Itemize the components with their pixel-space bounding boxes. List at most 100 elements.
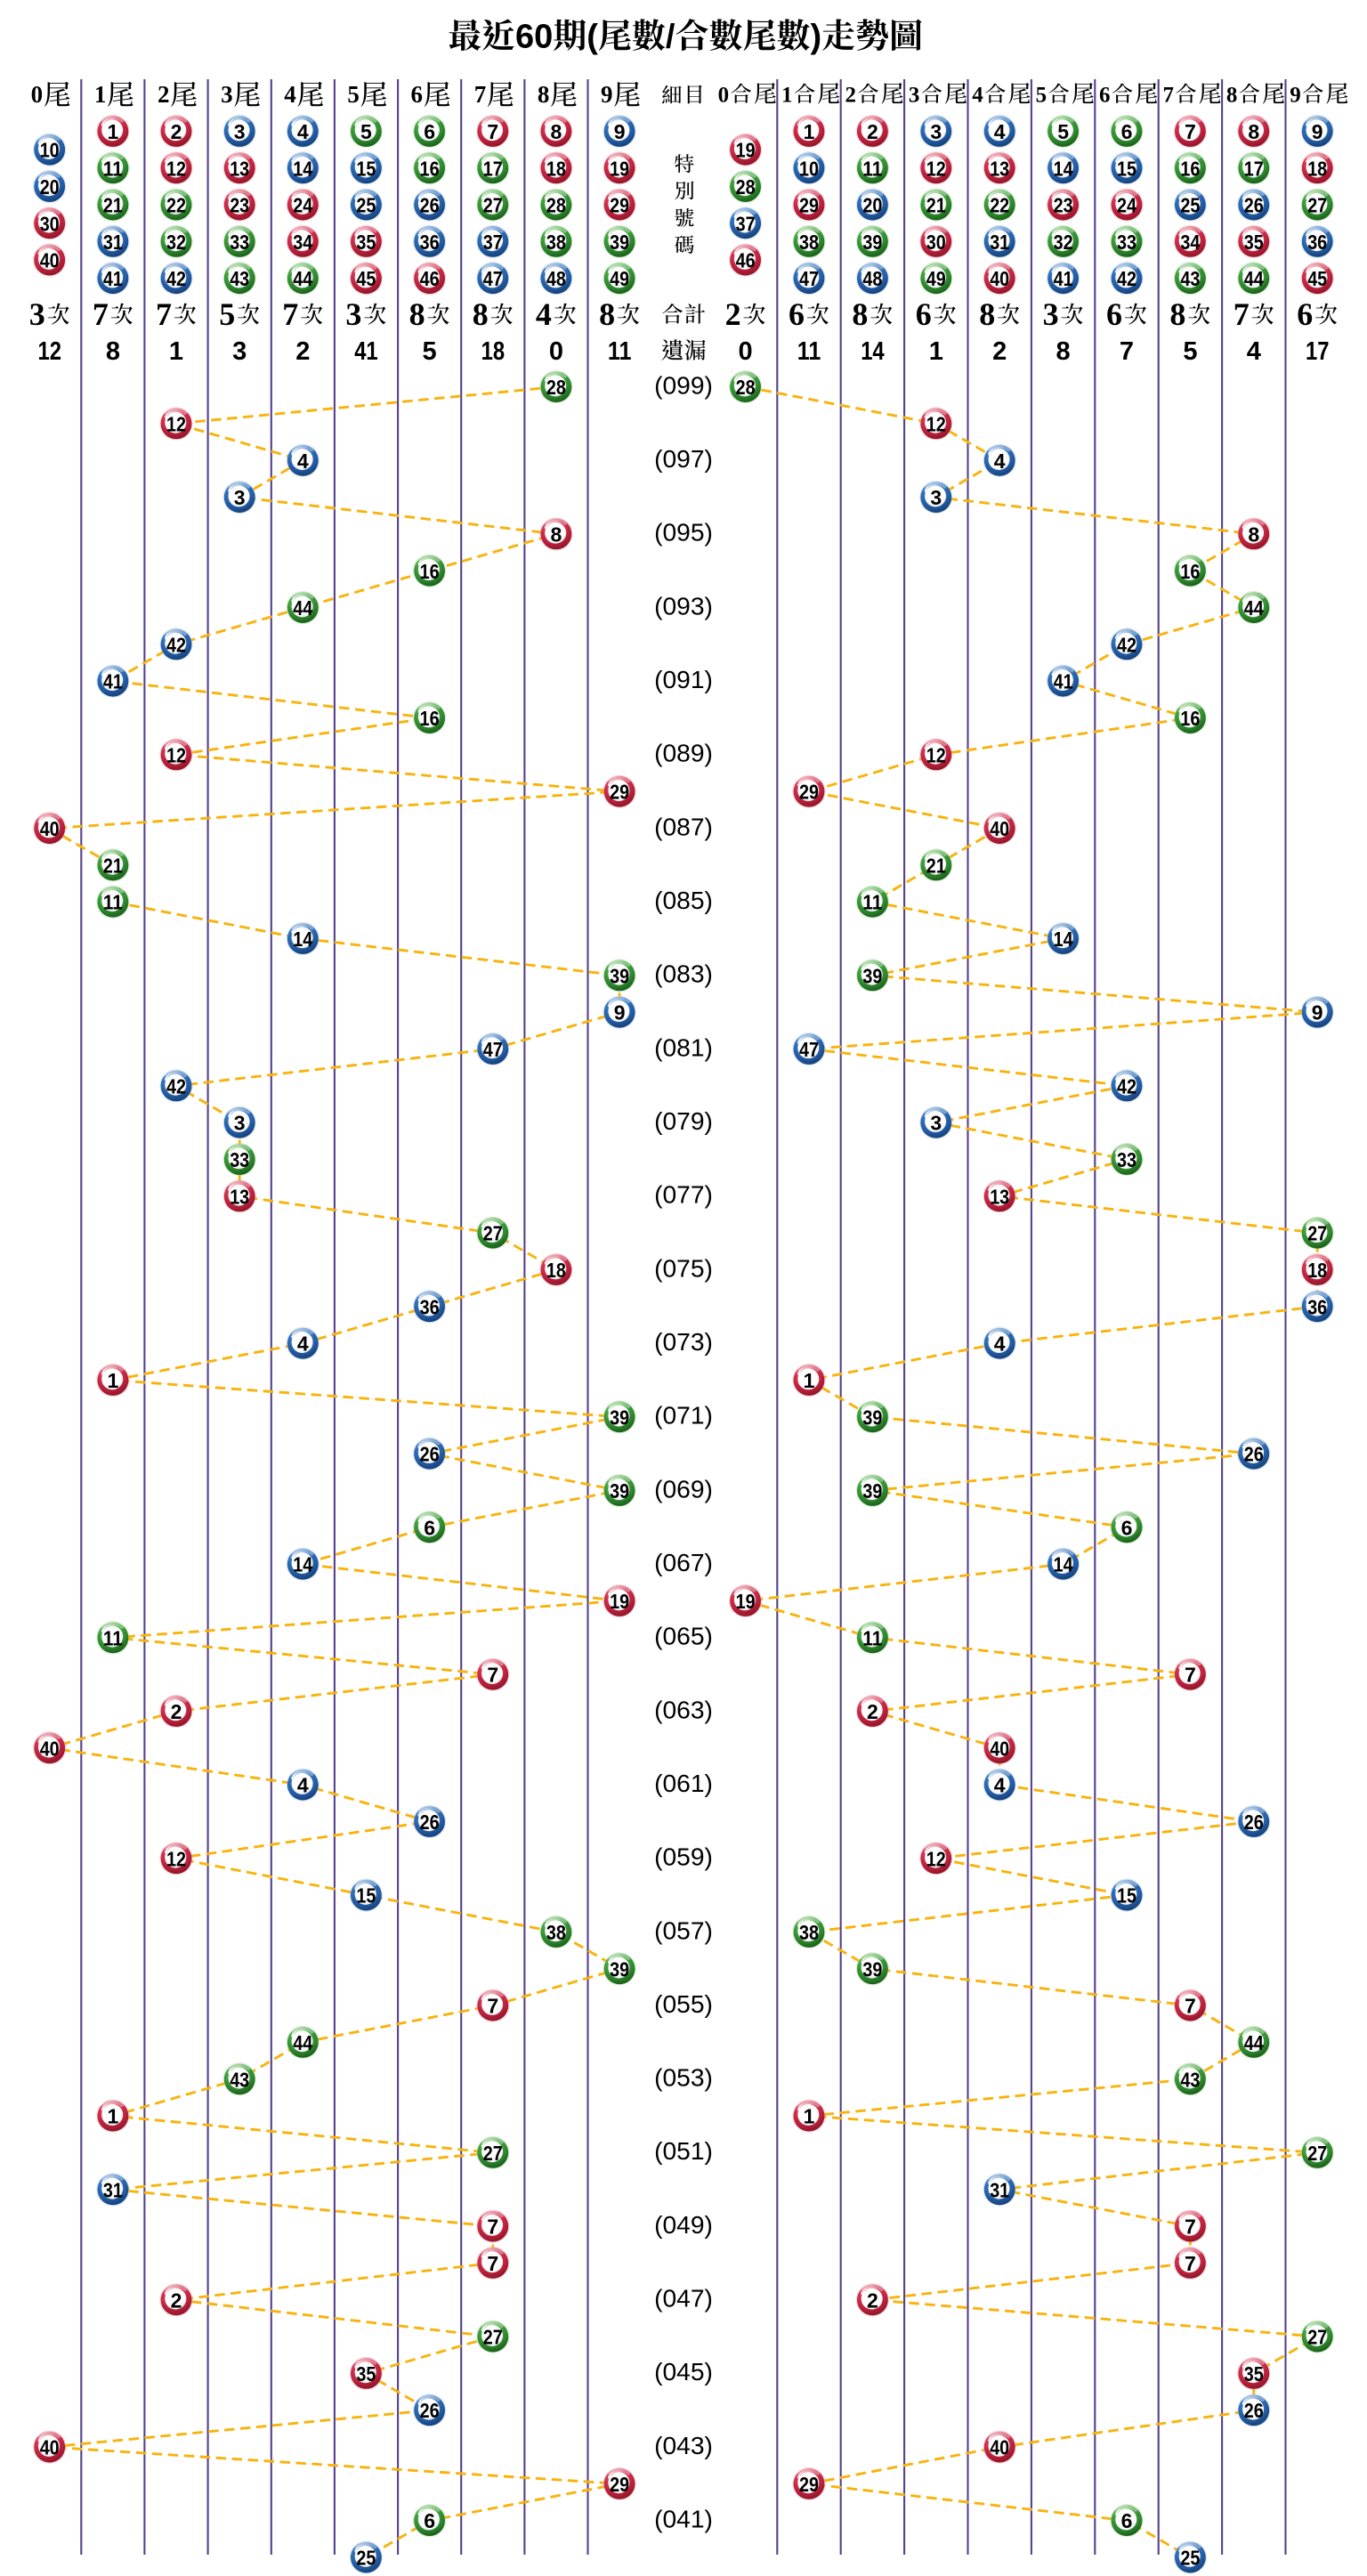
svg-text:1: 1 bbox=[781, 83, 793, 107]
svg-text:13: 13 bbox=[230, 157, 249, 180]
svg-text:14: 14 bbox=[1054, 1553, 1073, 1576]
svg-text:9: 9 bbox=[1312, 120, 1323, 143]
svg-text:(097): (097) bbox=[654, 444, 713, 473]
svg-text:39: 39 bbox=[610, 1479, 629, 1503]
svg-text:4: 4 bbox=[994, 1774, 1006, 1797]
svg-text:8: 8 bbox=[852, 296, 868, 332]
svg-text:24: 24 bbox=[293, 194, 312, 217]
svg-text:(077): (077) bbox=[654, 1180, 713, 1209]
svg-text:40: 40 bbox=[990, 1737, 1009, 1760]
svg-text:35: 35 bbox=[356, 231, 376, 254]
svg-text:47: 47 bbox=[799, 1038, 819, 1061]
svg-text:2: 2 bbox=[845, 83, 856, 107]
svg-text:1: 1 bbox=[169, 337, 183, 366]
svg-text:8: 8 bbox=[979, 296, 995, 332]
svg-text:36: 36 bbox=[1307, 1295, 1327, 1318]
svg-text:27: 27 bbox=[1307, 194, 1327, 217]
svg-text:40: 40 bbox=[40, 2436, 60, 2459]
svg-text:7: 7 bbox=[1185, 1995, 1196, 2018]
svg-text:48: 48 bbox=[862, 267, 882, 290]
svg-text:(093): (093) bbox=[654, 591, 713, 620]
svg-text:12: 12 bbox=[926, 412, 946, 435]
svg-text:0: 0 bbox=[718, 83, 730, 107]
svg-text:9: 9 bbox=[614, 120, 626, 143]
svg-text:41: 41 bbox=[354, 337, 378, 366]
svg-text:13: 13 bbox=[990, 157, 1009, 180]
svg-text:4: 4 bbox=[297, 450, 309, 473]
svg-text:1: 1 bbox=[108, 120, 119, 143]
svg-text:28: 28 bbox=[736, 376, 756, 399]
svg-text:(073): (073) bbox=[654, 1327, 713, 1356]
svg-text:3: 3 bbox=[930, 120, 942, 143]
svg-text:33: 33 bbox=[1117, 231, 1136, 254]
svg-text:5: 5 bbox=[1036, 83, 1047, 107]
svg-text:7: 7 bbox=[1185, 2252, 1196, 2275]
svg-text:18: 18 bbox=[481, 337, 506, 366]
svg-text:18: 18 bbox=[1307, 1259, 1327, 1282]
svg-text:(081): (081) bbox=[654, 1033, 713, 1061]
svg-text:3: 3 bbox=[234, 1112, 246, 1135]
svg-text:29: 29 bbox=[610, 194, 629, 217]
svg-text:2: 2 bbox=[171, 1700, 182, 1723]
svg-text:27: 27 bbox=[483, 1222, 503, 1245]
svg-text:42: 42 bbox=[1117, 1074, 1136, 1098]
svg-text:40: 40 bbox=[990, 267, 1009, 290]
svg-text:37: 37 bbox=[736, 212, 756, 235]
svg-text:12: 12 bbox=[166, 1847, 186, 1870]
svg-text:29: 29 bbox=[610, 781, 629, 804]
svg-text:1: 1 bbox=[108, 1369, 119, 1392]
svg-text:/: / bbox=[666, 19, 675, 56]
svg-text:(083): (083) bbox=[654, 960, 713, 988]
svg-text:26: 26 bbox=[420, 194, 440, 217]
svg-text:(089): (089) bbox=[654, 739, 713, 767]
svg-text:7: 7 bbox=[487, 2216, 498, 2239]
svg-text:6: 6 bbox=[789, 296, 805, 332]
svg-text:12: 12 bbox=[166, 412, 186, 435]
svg-text:33: 33 bbox=[230, 231, 249, 254]
svg-text:13: 13 bbox=[230, 1185, 249, 1208]
svg-text:2: 2 bbox=[158, 81, 170, 108]
svg-text:7: 7 bbox=[487, 120, 498, 143]
svg-text:32: 32 bbox=[1054, 231, 1073, 254]
svg-text:46: 46 bbox=[736, 249, 756, 272]
svg-text:8: 8 bbox=[409, 296, 425, 332]
svg-text:11: 11 bbox=[862, 1626, 882, 1649]
svg-text:34: 34 bbox=[1180, 231, 1200, 254]
svg-text:6: 6 bbox=[411, 81, 424, 108]
svg-text:6: 6 bbox=[1121, 120, 1133, 143]
svg-text:(041): (041) bbox=[654, 2505, 713, 2533]
svg-text:6: 6 bbox=[1099, 83, 1111, 107]
svg-text:18: 18 bbox=[546, 157, 566, 180]
svg-text:8: 8 bbox=[551, 120, 562, 143]
svg-text:35: 35 bbox=[356, 2362, 376, 2386]
svg-text:36: 36 bbox=[420, 1295, 440, 1318]
svg-text:28: 28 bbox=[736, 175, 756, 198]
svg-text:37: 37 bbox=[483, 231, 503, 254]
svg-text:4: 4 bbox=[297, 120, 309, 143]
svg-text:(063): (063) bbox=[654, 1695, 713, 1723]
svg-text:7: 7 bbox=[282, 296, 298, 332]
svg-text:5: 5 bbox=[347, 81, 360, 108]
svg-text:14: 14 bbox=[1054, 928, 1073, 951]
svg-text:21: 21 bbox=[103, 194, 123, 217]
svg-text:36: 36 bbox=[420, 231, 440, 254]
svg-text:43: 43 bbox=[230, 2068, 249, 2091]
svg-text:(095): (095) bbox=[654, 518, 713, 547]
svg-text:26: 26 bbox=[420, 1810, 440, 1834]
svg-text:(069): (069) bbox=[654, 1474, 713, 1503]
svg-text:40: 40 bbox=[40, 1737, 60, 1760]
svg-text:6: 6 bbox=[424, 2509, 435, 2532]
svg-text:39: 39 bbox=[862, 964, 882, 987]
svg-text:6: 6 bbox=[1297, 296, 1313, 332]
svg-text:48: 48 bbox=[546, 267, 566, 290]
svg-text:43: 43 bbox=[230, 267, 249, 290]
svg-text:): ) bbox=[811, 19, 822, 56]
svg-text:(059): (059) bbox=[654, 1843, 713, 1871]
svg-text:30: 30 bbox=[926, 231, 946, 254]
svg-text:4: 4 bbox=[297, 1774, 309, 1797]
svg-text:25: 25 bbox=[1180, 194, 1200, 217]
svg-text:(091): (091) bbox=[654, 665, 713, 693]
svg-text:16: 16 bbox=[1180, 560, 1200, 583]
svg-text:14: 14 bbox=[861, 337, 885, 366]
svg-text:2: 2 bbox=[295, 337, 310, 366]
